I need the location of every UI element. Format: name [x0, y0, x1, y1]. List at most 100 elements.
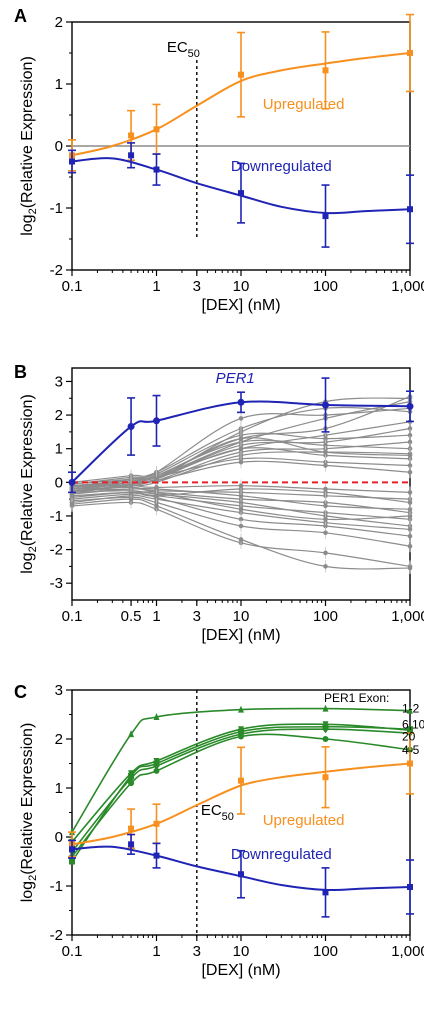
series-point [238, 778, 244, 784]
per1-point [322, 401, 329, 408]
per1-point [128, 423, 135, 430]
x-tick-label: 10 [233, 943, 250, 960]
ec50-label: EC50 [201, 802, 234, 823]
gray-series-point [70, 502, 75, 507]
gray-series-point [408, 544, 413, 549]
per1-point [238, 399, 245, 406]
y-tick-label: 0 [55, 829, 63, 846]
y-tick-label: 1 [55, 76, 63, 93]
ec50-label-main: EC [201, 802, 222, 819]
y-tick-label: -1 [50, 200, 63, 217]
x-tick-label: 3 [193, 943, 201, 960]
series-point [323, 67, 329, 73]
exon-point [154, 768, 160, 774]
series-label: Downregulated [231, 846, 332, 863]
x-tick-label: 100 [313, 608, 338, 625]
y-axis-title: log2(Relative Expression) [19, 394, 39, 574]
x-axis-title: [DEX] (nM) [201, 297, 280, 314]
gray-series-point [323, 504, 328, 509]
x-axis-title: [DEX] (nM) [201, 627, 280, 644]
per1-label: PER1 [216, 370, 255, 387]
y-axis-title-log: log [19, 552, 36, 573]
series-point [128, 152, 134, 158]
x-tick-label: 0.1 [62, 608, 83, 625]
y-tick-label: 3 [55, 682, 63, 699]
series-point [128, 841, 134, 847]
series-point [407, 50, 413, 56]
exon-point [128, 773, 134, 779]
exon-legend-label: 4-5 [402, 743, 420, 757]
per1-point [407, 403, 414, 410]
ec50-label-main: EC [167, 39, 188, 56]
y-axis-title-rest: (Relative Expression) [19, 56, 36, 208]
gray-series-point [408, 470, 413, 475]
ec50-label: EC50 [167, 39, 200, 60]
exon-point [69, 859, 75, 865]
gray-series-point [408, 453, 413, 458]
gray-series-point [154, 504, 159, 509]
y-tick-label: 2 [55, 14, 63, 31]
exon-legend-label: 20 [402, 730, 416, 744]
series-upregulated [68, 15, 414, 171]
x-tick-label: 1 [152, 943, 160, 960]
series-label: Upregulated [263, 812, 345, 829]
x-tick-label: 100 [313, 943, 338, 960]
panel-b: 0.10.513101001,000-3-2-10123[DEX] (nM)lo… [14, 362, 424, 644]
panel-letter: B [14, 362, 27, 382]
gray-series-point [323, 517, 328, 522]
gray-series-point [239, 524, 244, 529]
gray-series-point [239, 446, 244, 451]
x-tick-label: 1,000 [391, 943, 424, 960]
y-axis-title-rest: (Relative Expression) [19, 394, 36, 546]
gray-series-point [239, 460, 244, 465]
exon-legend-label: 1-2 [402, 702, 420, 716]
exon-point [128, 780, 134, 786]
exon-legend-title: PER1 Exon: [324, 691, 389, 705]
gray-series-point [323, 463, 328, 468]
gray-series-point [323, 530, 328, 535]
panel-letter: C [14, 682, 27, 702]
x-tick-label: 3 [193, 278, 201, 295]
gray-series-point [408, 534, 413, 539]
gray-series-point [154, 477, 159, 482]
per1-point [69, 479, 76, 486]
x-tick-label: 1 [152, 278, 160, 295]
gray-series-point [239, 436, 244, 441]
ec50-marker: EC50 [197, 690, 234, 935]
gray-series-point [154, 493, 159, 498]
y-axis-title: log2(Relative Expression) [19, 56, 39, 236]
y-tick-label: -1 [50, 878, 63, 895]
series-point [128, 826, 134, 832]
ec50-label-sub: 50 [222, 811, 234, 823]
gray-series-point [239, 483, 244, 488]
gray-series-point [129, 483, 134, 488]
y-tick-label: 2 [55, 407, 63, 424]
y-tick-label: -2 [50, 927, 63, 944]
y-tick-label: -2 [50, 262, 63, 279]
series-point [128, 132, 134, 138]
x-tick-label: 10 [233, 608, 250, 625]
x-tick-label: 1,000 [391, 278, 424, 295]
panel-c: 0.113101001,000-2-10123[DEX] (nM)log2(Re… [14, 682, 424, 979]
series-point [238, 190, 244, 196]
y-tick-label: -1 [50, 508, 63, 525]
gray-series-point [323, 450, 328, 455]
panel-letter: A [14, 6, 27, 26]
gray-series-point [323, 487, 328, 492]
y-tick-label: 0 [55, 138, 63, 155]
gray-series-point [239, 416, 244, 421]
x-tick-label: 0.5 [121, 608, 142, 625]
series-point [69, 846, 75, 852]
exon-point [238, 729, 244, 735]
y-tick-label: 2 [55, 731, 63, 748]
series-point [323, 213, 329, 219]
gray-series-point [408, 490, 413, 495]
gray-series-point [154, 485, 159, 490]
gray-series-point [323, 551, 328, 556]
series-point [238, 72, 244, 78]
x-axis-title: [DEX] (nM) [201, 962, 280, 979]
per1-point [153, 417, 160, 424]
series-label: Downregulated [231, 158, 332, 175]
series-point [323, 889, 329, 895]
ec50-marker: EC50 [167, 39, 200, 240]
